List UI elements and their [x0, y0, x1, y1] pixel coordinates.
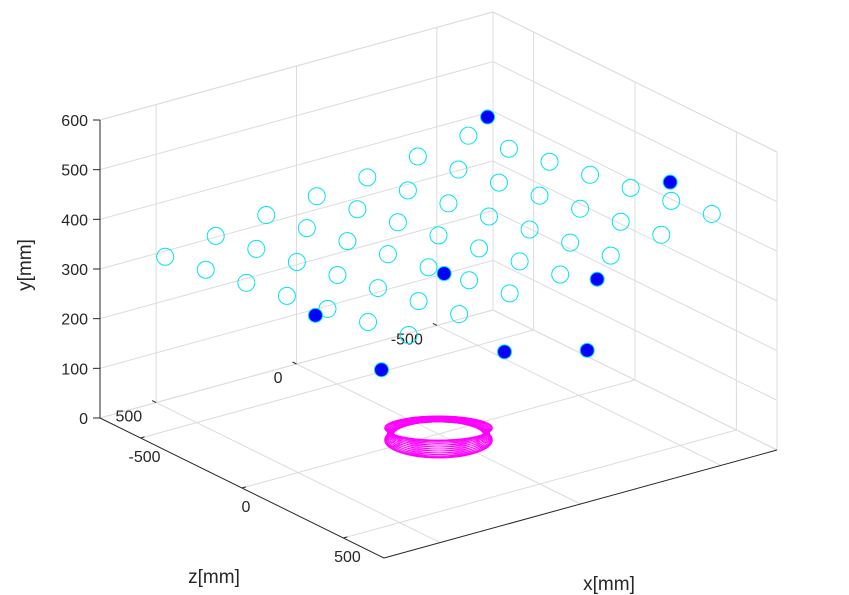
filled-marker — [589, 271, 605, 287]
grid-layer — [99, 11, 778, 544]
marker-layer — [156, 109, 721, 378]
y-tick-label: 300 — [61, 262, 88, 279]
torus-ring — [384, 415, 493, 459]
y-tick-label: 100 — [61, 361, 88, 378]
z-tick — [151, 400, 157, 404]
open-marker — [398, 181, 417, 200]
open-marker — [460, 271, 479, 290]
x-axis-label: x[mm] — [583, 574, 635, 595]
y-tick-label: 600 — [61, 113, 88, 130]
open-marker — [480, 207, 499, 226]
filled-marker — [436, 266, 452, 282]
open-marker — [408, 147, 427, 166]
z-grid-line — [436, 324, 722, 466]
open-marker — [409, 292, 428, 311]
x-tick-label: -500 — [129, 449, 161, 466]
open-marker — [388, 213, 407, 232]
y-tick-label: 0 — [79, 411, 88, 428]
z-grid-line — [296, 363, 581, 505]
z-tick — [432, 322, 438, 326]
z-tick-label: -500 — [391, 331, 423, 348]
open-marker — [358, 168, 377, 187]
filled-marker — [662, 174, 678, 190]
open-marker — [621, 178, 640, 197]
open-marker — [419, 258, 438, 277]
open-marker — [652, 225, 671, 244]
x-tick — [343, 536, 348, 539]
ring-strand — [386, 420, 486, 456]
z-axis-label: z[mm] — [188, 567, 240, 588]
open-marker — [247, 239, 266, 258]
z-grid-line — [155, 402, 441, 544]
open-marker — [328, 266, 347, 285]
open-marker — [450, 305, 469, 324]
open-marker — [257, 206, 276, 225]
z-tick — [292, 361, 297, 365]
open-marker — [499, 139, 518, 158]
z-tick-label: 500 — [115, 409, 142, 426]
y-tick-label: 200 — [61, 312, 88, 329]
open-marker — [196, 260, 215, 279]
filled-marker — [497, 344, 513, 360]
open-marker — [237, 273, 256, 292]
filled-marker — [480, 109, 496, 125]
open-marker — [297, 219, 316, 238]
open-marker — [551, 265, 570, 284]
open-marker — [500, 284, 519, 303]
ring-strand — [392, 417, 490, 448]
open-marker — [662, 191, 681, 210]
x-tick — [140, 436, 145, 439]
y-axis-label: y[mm] — [15, 239, 36, 291]
open-marker — [369, 279, 388, 298]
z-tick-label: 0 — [274, 370, 283, 387]
open-marker — [571, 199, 590, 218]
open-marker — [277, 286, 296, 305]
open-marker — [359, 312, 378, 331]
open-marker — [378, 245, 397, 264]
open-marker — [348, 200, 367, 219]
open-marker — [206, 226, 225, 245]
open-marker — [399, 326, 418, 345]
filled-marker — [579, 342, 595, 358]
open-marker — [459, 126, 478, 145]
open-marker — [540, 152, 559, 171]
axis-layer: 0 100 200 300 400 500 600 -500 0 500 -500 0 500 — [61, 113, 778, 566]
open-marker — [601, 246, 620, 265]
open-marker — [510, 252, 529, 271]
open-marker — [338, 232, 357, 251]
open-marker — [520, 220, 539, 239]
open-marker — [611, 212, 630, 231]
x-tick-label: 0 — [242, 499, 251, 516]
ring-strand — [386, 420, 488, 457]
z-axis-line — [383, 449, 778, 559]
open-marker — [530, 186, 549, 205]
ring-strand — [391, 416, 491, 444]
open-marker — [287, 252, 306, 271]
open-marker — [561, 233, 580, 252]
filled-marker — [373, 362, 389, 378]
open-marker — [156, 247, 175, 266]
x-tick — [241, 486, 247, 489]
open-marker — [489, 173, 508, 192]
filled-marker — [307, 307, 323, 323]
open-marker — [307, 187, 326, 206]
label-layer: x[mm] z[mm] y[mm] — [15, 239, 635, 595]
open-marker — [439, 194, 458, 213]
open-marker — [449, 160, 468, 179]
x-tick-label: 500 — [334, 549, 361, 566]
open-marker — [581, 165, 600, 184]
y-tick-label: 500 — [61, 163, 88, 180]
ring-strand — [389, 416, 491, 443]
open-marker — [702, 204, 721, 223]
open-marker — [470, 239, 489, 258]
y-tick-label: 400 — [61, 212, 88, 229]
open-marker — [429, 226, 448, 245]
